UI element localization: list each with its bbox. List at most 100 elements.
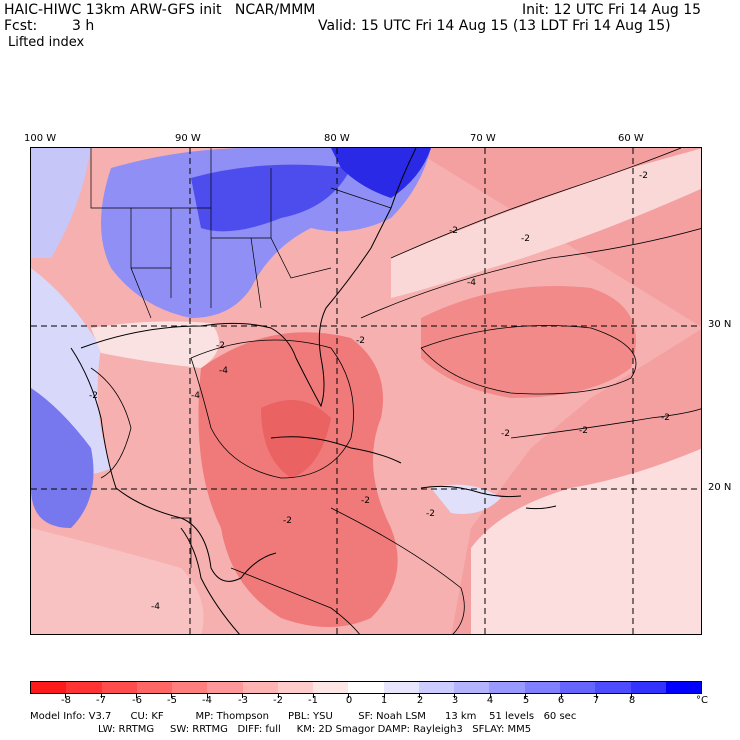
- colorbar-tick: [384, 694, 385, 698]
- lon-label-90w: 90 W: [175, 133, 201, 144]
- colorbar-tick: [65, 694, 66, 698]
- forecast-hour: 3 h: [72, 18, 95, 34]
- colorbar: [30, 681, 702, 694]
- colorbar-label: -1: [308, 695, 318, 706]
- contour-label: -4: [191, 391, 200, 401]
- field-name: Lifted index: [8, 35, 85, 50]
- map-canvas: -2 -2 -2 -2 -4 -2 -2 -4 -2 -2 -4 -2 -2 -…: [31, 148, 701, 634]
- colorbar-swatch: [489, 682, 525, 693]
- colorbar-label: 1: [380, 695, 388, 706]
- lifted-index-map: -2 -2 -2 -2 -4 -2 -2 -4 -2 -2 -4 -2 -2 -…: [30, 147, 702, 635]
- model-info-line1: Model Info: V3.7 CU: KF MP: Thompson PBL…: [30, 711, 577, 722]
- colorbar-label: 8: [628, 695, 636, 706]
- li-contours: [90, 148, 701, 634]
- colorbar-swatch: [630, 682, 666, 693]
- colorbar-tick: [242, 694, 243, 698]
- valid-time: Valid: 15 UTC Fri 14 Aug 15 (13 LDT Fri …: [318, 18, 671, 34]
- colorbar-swatch: [31, 682, 67, 693]
- init-time: Init: 12 UTC Fri 14 Aug 15: [522, 2, 702, 18]
- stable-region-us: [101, 148, 431, 318]
- colorbar-tick: [525, 694, 526, 698]
- red-core-atlantic: [421, 286, 636, 398]
- colorbar-tick: [596, 694, 597, 698]
- contour-label: -4: [219, 366, 228, 376]
- contour-label: -2: [639, 171, 648, 181]
- contour-label: -2: [283, 516, 292, 526]
- lon-label-60w: 60 W: [618, 133, 644, 144]
- colorbar-label: 2: [416, 695, 424, 706]
- colorbar-tick: [313, 694, 314, 698]
- colorbar-tick: [454, 694, 455, 698]
- colorbar-swatch: [313, 682, 349, 693]
- contour-label: -2: [579, 426, 588, 436]
- pale-area-hispaniola: [431, 484, 501, 514]
- colorbar-swatch: [524, 682, 560, 693]
- contour-label: -2: [449, 226, 458, 236]
- stable-core-northeast: [331, 148, 431, 198]
- contour-label: -4: [151, 602, 160, 612]
- lat-label-30n: 30 N: [708, 319, 732, 330]
- colorbar-label: 5: [522, 695, 530, 706]
- model-info-line2: LW: RRTMG SW: RRTMG DIFF: full KM: 2D Sm…: [98, 724, 532, 735]
- colorbar-label: 0: [345, 695, 353, 706]
- colorbar-swatch: [383, 682, 419, 693]
- colorbar-swatch: [454, 682, 490, 693]
- colorbar-label: -6: [132, 695, 142, 706]
- colorbar-swatch: [101, 682, 137, 693]
- colorbar-label: -8: [61, 695, 71, 706]
- colorbar-tick: [278, 694, 279, 698]
- pale-area-southeast: [471, 448, 701, 634]
- colorbar-swatch: [418, 682, 455, 693]
- lat-label-20n: 20 N: [708, 482, 732, 493]
- colorbar-tick: [207, 694, 208, 698]
- lon-label-80w: 80 W: [324, 133, 350, 144]
- colorbar-swatch: [559, 682, 596, 693]
- colorbar-tick: [136, 694, 137, 698]
- colorbar-label: -3: [238, 695, 248, 706]
- pale-band-gulf: [91, 321, 219, 368]
- stable-region-northwest: [31, 148, 91, 258]
- colorbar-label: -5: [167, 695, 177, 706]
- political-boundaries: [90, 148, 392, 568]
- stable-region-mexico: [31, 388, 94, 528]
- red-core-inner: [261, 400, 331, 478]
- forecast-label: Fcst:: [4, 18, 38, 34]
- colorbar-tick: [561, 694, 562, 698]
- pale-band-north: [391, 148, 701, 298]
- colorbar-swatch: [172, 682, 208, 693]
- colorbar-swatch: [665, 682, 702, 693]
- colorbar-label: -2: [273, 695, 283, 706]
- colorbar-swatch: [348, 682, 384, 693]
- contour-label: -2: [216, 341, 225, 351]
- colorbar-label: 7: [592, 695, 600, 706]
- contour-label: -2: [426, 509, 435, 519]
- colorbar-label: 6: [557, 695, 565, 706]
- red-core-gulf: [198, 332, 398, 627]
- colorbar-swatch: [66, 682, 102, 693]
- colorbar-swatch: [242, 682, 278, 693]
- contour-label: -2: [501, 429, 510, 439]
- colorbar-tick: [348, 694, 349, 698]
- colorbar-label: 3: [451, 695, 459, 706]
- lon-label-70w: 70 W: [470, 133, 496, 144]
- colorbar-swatch: [136, 682, 173, 693]
- colorbar-tick: [171, 694, 172, 698]
- colorbar-tick: [631, 694, 632, 698]
- colorbar-label: -4: [202, 695, 212, 706]
- contour-label: -2: [356, 336, 365, 346]
- colorbar-tick: [101, 694, 102, 698]
- lon-label-100w: 100 W: [24, 133, 57, 144]
- colorbar-tick: [490, 694, 491, 698]
- model-title: HAIC-HIWC 13km ARW-GFS init NCAR/MMM: [4, 2, 316, 18]
- contour-label: -2: [89, 391, 98, 401]
- contour-label: -4: [467, 278, 476, 288]
- colorbar-label: -7: [96, 695, 106, 706]
- pale-area-mexico-south: [31, 528, 204, 634]
- colorbar-swatch: [277, 682, 314, 693]
- colorbar-tick: [419, 694, 420, 698]
- colorbar-unit: °C: [696, 695, 708, 706]
- colorbar-swatch: [207, 682, 243, 693]
- contour-label: -2: [661, 413, 670, 423]
- contour-label: -2: [361, 496, 370, 506]
- colorbar-label: 4: [486, 695, 494, 706]
